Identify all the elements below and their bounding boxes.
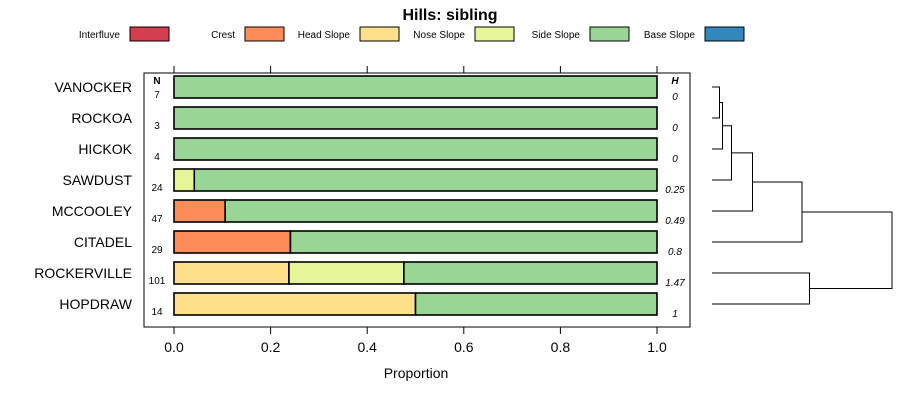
legend-label: Interfluve [79, 30, 121, 41]
n-count: 101 [149, 276, 166, 287]
plot-panel [143, 72, 691, 328]
h-header: H [671, 76, 679, 87]
legend-swatch [704, 26, 745, 42]
bar-segment [173, 75, 658, 99]
row-label: SAWDUST [63, 172, 133, 188]
row-label: ROCKOA [71, 110, 132, 126]
legend-swatch [359, 26, 400, 42]
dendrogram-branch [712, 125, 732, 181]
row-label: HOPDRAW [59, 296, 132, 312]
n-header: N [153, 76, 160, 87]
row-label: ROCKERVILLE [34, 265, 132, 281]
n-count: 4 [154, 152, 160, 163]
x-tick-label: 1.0 [647, 339, 667, 355]
dendrogram [712, 86, 893, 305]
legend-label: Head Slope [298, 30, 351, 41]
x-axis-label: Proportion [384, 365, 449, 381]
h-value: 0 [672, 92, 678, 103]
legend-label: Base Slope [644, 30, 696, 41]
n-count: 14 [151, 307, 163, 318]
legend-label: Nose Slope [413, 30, 465, 41]
bar-segment [224, 199, 658, 223]
bar-segment [289, 230, 658, 254]
dendrogram-branch [712, 152, 753, 212]
bars [173, 75, 658, 316]
bar-segment [173, 199, 226, 223]
legend: Interfluve Crest Head Slope Nose Slope Side … [79, 26, 745, 42]
x-tick-label: 0.4 [357, 339, 377, 355]
dendrogram-branch [712, 86, 720, 119]
top-axis-ticks [173, 66, 658, 73]
h-value: 0.49 [665, 216, 685, 227]
h-value: 1 [672, 309, 678, 320]
bar-segment [173, 230, 292, 254]
row-label: CITADEL [74, 234, 132, 250]
h-value: 0 [672, 123, 678, 134]
bar-segment [173, 168, 196, 192]
bar-segment [288, 261, 405, 285]
bar-segment [193, 168, 658, 192]
h-value: 0 [672, 154, 678, 165]
legend-swatch [129, 26, 170, 42]
dendrogram-branch [712, 181, 803, 243]
n-count: 29 [151, 245, 163, 256]
dendrogram-branch [802, 211, 893, 289]
bar-segment [173, 137, 658, 161]
bar-segment [403, 261, 658, 285]
bar-segment [414, 292, 658, 316]
dendrogram-branch [712, 102, 723, 150]
x-tick-label: 0.8 [551, 339, 571, 355]
n-count: 24 [151, 183, 163, 194]
row-label: MCCOOLEY [52, 203, 133, 219]
h-value: 1.47 [665, 278, 685, 289]
row-label: VANOCKER [54, 79, 132, 95]
n-count: 3 [154, 121, 160, 132]
legend-swatch [474, 26, 515, 42]
row-labels: VANOCKER 7 0 ROCKOA 3 0 HICKOK 4 0 SAWDUST 24 0.25 M… [34, 79, 685, 320]
h-value: 0.8 [668, 247, 682, 258]
x-tick-label: 0.0 [164, 339, 184, 355]
n-count: 7 [154, 90, 160, 101]
bar-segment [173, 106, 658, 130]
bar-segment [173, 261, 290, 285]
bar-segment [173, 292, 417, 316]
x-tick-label: 0.2 [261, 339, 281, 355]
row-label: HICKOK [78, 141, 132, 157]
legend-swatch [589, 26, 630, 42]
legend-swatch [244, 26, 285, 42]
n-count: 47 [151, 214, 163, 225]
dendrogram-branch [712, 272, 810, 305]
x-tick-label: 0.6 [454, 339, 474, 355]
chart-title: Hills: sibling [402, 7, 497, 24]
legend-label: Side Slope [532, 30, 581, 41]
h-value: 0.25 [665, 185, 685, 196]
x-axis: 0.0 0.2 0.4 0.6 0.8 1.0 [164, 327, 667, 355]
legend-label: Crest [211, 30, 235, 41]
